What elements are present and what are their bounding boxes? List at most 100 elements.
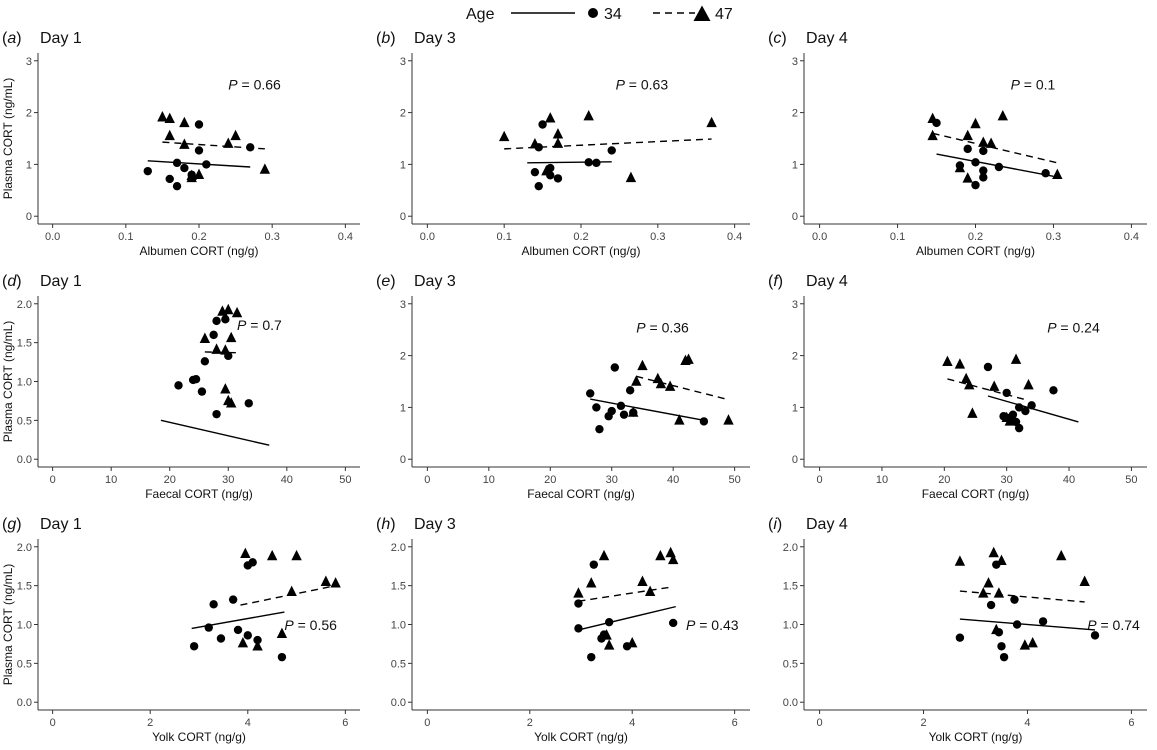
y-tick-label: 0: [792, 454, 798, 466]
point-47: [625, 171, 637, 183]
fit-line-34: [959, 618, 1096, 631]
point-47: [1023, 378, 1034, 390]
series-47: [573, 546, 679, 650]
x-tick-label: 50: [729, 474, 741, 486]
y-tick-label: 0.5: [17, 658, 32, 670]
point-34: [212, 316, 221, 326]
fit-line-47: [932, 132, 1058, 164]
point-47: [583, 110, 594, 121]
point-47: [628, 406, 639, 417]
panel-h: 0.0 0.5 1.0 1.5 2.0 0 2 4 6 Yolk CORT (ng/g) (h) Da…: [376, 516, 750, 744]
y-tick-label: 0: [792, 211, 798, 223]
fit-line-34: [147, 160, 251, 168]
point-34: [1021, 406, 1030, 416]
x-axis-title: Yolk CORT (ng/g): [929, 730, 1023, 744]
point-34: [589, 560, 599, 569]
panel-tag: (c): [768, 30, 787, 47]
point-34: [979, 166, 988, 175]
point-34: [233, 625, 243, 635]
point-47: [498, 130, 510, 142]
point-34: [616, 401, 626, 411]
point-34: [1012, 620, 1022, 629]
point-47: [664, 380, 676, 391]
point-34: [202, 160, 211, 169]
point-47: [983, 577, 994, 588]
y-tick-label: 0.5: [17, 415, 32, 427]
series-34: [527, 120, 616, 191]
point-47: [655, 377, 667, 389]
point-47: [220, 344, 231, 355]
point-47: [226, 397, 237, 408]
point-47: [157, 111, 168, 122]
p-value-label: P = 0.63: [616, 76, 669, 92]
point-34: [610, 363, 619, 372]
panel-g: 0.0 0.5 1.0 1.5 2.0 0 2 4 6 Yolk CORT (ng/g) Plasm…: [1, 516, 360, 744]
point-47: [962, 129, 973, 141]
series-34: [955, 560, 1100, 662]
x-tick-label: 0: [817, 474, 823, 486]
point-34: [194, 146, 204, 155]
panel-title: Day 1: [40, 30, 82, 47]
point-47: [667, 553, 679, 565]
point-47: [230, 129, 241, 141]
point-47: [573, 587, 584, 598]
x-tick-label: 0.2: [573, 231, 588, 243]
panel-tag: (g): [2, 516, 22, 533]
y-tick-label: 3: [400, 299, 406, 311]
series-34: [932, 118, 1054, 190]
point-34: [979, 173, 988, 182]
x-tick-label: 2: [147, 717, 153, 729]
series-34: [983, 362, 1079, 433]
y-tick-label: 3: [792, 56, 798, 68]
y-tick-label: 1: [400, 159, 406, 171]
panel-tag: (a): [2, 30, 22, 47]
point-34: [1090, 631, 1100, 640]
point-47: [237, 636, 249, 648]
point-34: [584, 158, 593, 167]
x-tick-label: 0.2: [968, 231, 983, 243]
point-47: [603, 639, 615, 650]
point-34: [1041, 169, 1050, 178]
legend: Age 34 47: [466, 5, 733, 23]
y-tick-label: 1.0: [783, 620, 798, 632]
point-47: [552, 137, 564, 148]
point-34: [1049, 386, 1058, 395]
point-47: [1056, 549, 1067, 561]
x-tick-label: 0: [424, 717, 430, 729]
x-tick-label: 20: [544, 474, 556, 486]
point-47: [723, 414, 734, 425]
point-47: [259, 163, 271, 174]
point-34: [971, 158, 980, 167]
point-34: [619, 410, 629, 419]
y-tick-label: 0.5: [391, 658, 406, 670]
point-34: [1014, 403, 1024, 412]
y-tick-label: 0: [26, 211, 32, 223]
x-tick-label: 4: [1024, 717, 1030, 729]
point-47: [637, 575, 648, 586]
x-tick-label: 0.3: [265, 231, 280, 243]
point-34: [194, 120, 204, 129]
x-tick-label: 0.0: [420, 231, 435, 243]
x-tick-label: 0.2: [191, 231, 206, 243]
legend-title: Age: [466, 6, 495, 23]
legend-marker-47: [693, 5, 711, 21]
series-47: [157, 111, 271, 183]
point-34: [197, 387, 207, 396]
point-47: [1019, 639, 1031, 650]
y-tick-label: 1.0: [391, 620, 406, 632]
point-47: [199, 332, 211, 343]
x-tick-label: 10: [483, 474, 495, 486]
y-tick-label: 2: [792, 108, 798, 120]
y-tick-label: 0: [400, 454, 406, 466]
y-tick-label: 1.5: [17, 338, 32, 350]
y-tick-label: 2.0: [17, 299, 32, 311]
x-tick-label: 0: [50, 474, 56, 486]
panel-i: 0.0 0.5 1.0 1.5 2.0 0 2 4 6 Yolk CORT (ng/g) (i) Da…: [768, 516, 1147, 744]
fit-line-47: [959, 590, 1085, 603]
point-47: [1079, 575, 1090, 586]
x-tick-label: 0.3: [650, 231, 665, 243]
x-tick-label: 0: [424, 474, 430, 486]
point-34: [983, 362, 993, 372]
panel-tag: (f): [768, 273, 783, 290]
